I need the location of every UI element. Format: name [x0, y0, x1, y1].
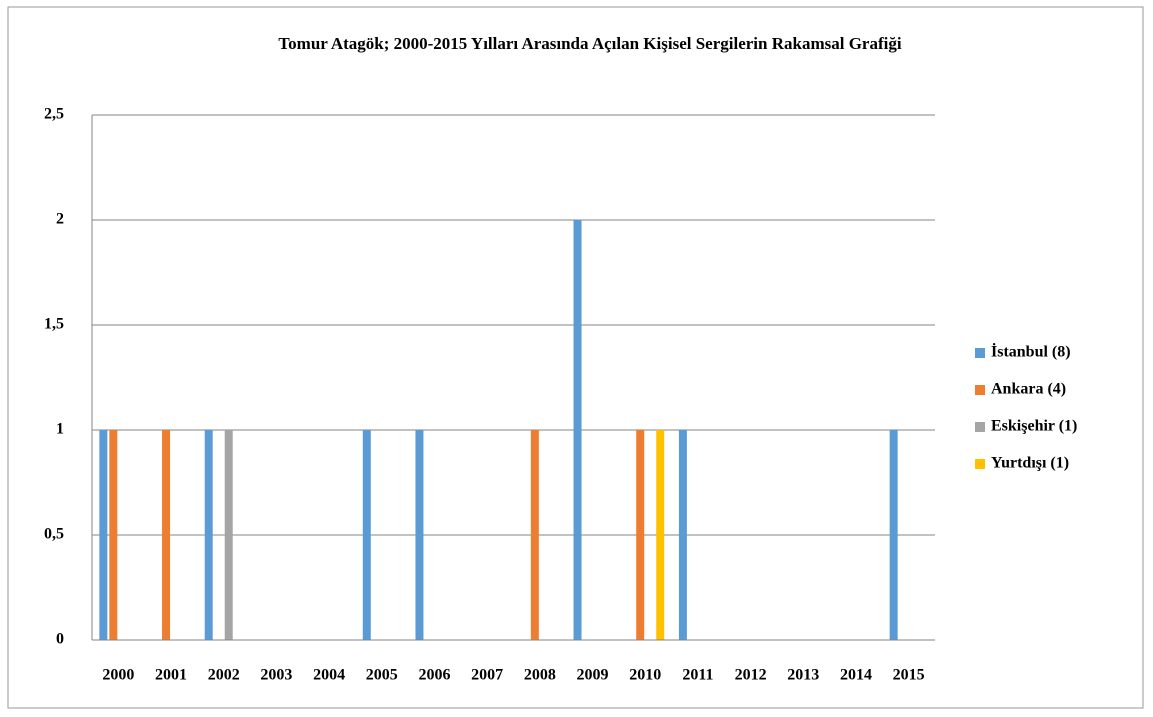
bar: [362, 430, 371, 640]
bar: [573, 220, 582, 640]
bar: [415, 430, 424, 640]
chart-title: Tomur Atagök; 2000-2015 Yılları Arasında…: [278, 34, 902, 53]
x-tick-label: 2015: [893, 667, 925, 684]
bar: [530, 430, 539, 640]
x-tick-label: 2003: [260, 667, 292, 684]
x-tick-label: 2014: [840, 667, 872, 684]
y-tick-label: 0: [56, 631, 64, 648]
bar: [889, 430, 898, 640]
legend-swatch: [975, 385, 985, 395]
bar: [678, 430, 687, 640]
x-tick-label: 2002: [208, 667, 240, 684]
x-tick-label: 2013: [787, 667, 819, 684]
x-tick-label: 2004: [313, 667, 345, 684]
legend-label: Yurtdışı (1): [991, 455, 1069, 472]
bar: [109, 430, 118, 640]
x-tick-label: 2008: [524, 667, 556, 684]
x-tick-label: 2001: [155, 667, 187, 684]
y-tick-label: 0,5: [44, 526, 64, 543]
y-tick-label: 2,5: [44, 106, 64, 123]
x-tick-label: 2011: [682, 667, 713, 684]
x-tick-label: 2009: [577, 667, 609, 684]
y-tick-label: 2: [56, 211, 64, 228]
bar: [636, 430, 645, 640]
bar: [204, 430, 213, 640]
legend-label: Eskişehir (1): [991, 418, 1077, 435]
bar: [162, 430, 171, 640]
x-tick-label: 2007: [471, 667, 503, 684]
y-tick-label: 1: [56, 421, 64, 438]
legend-swatch: [975, 422, 985, 432]
title-box: Tomur Atagök; 2000-2015 Yılları Arasında…: [278, 34, 902, 53]
legend-label: İstanbul (8): [991, 342, 1071, 361]
x-tick-label: 2010: [629, 667, 661, 684]
legend-label: Ankara (4): [991, 381, 1066, 398]
legend-swatch: [975, 348, 985, 358]
y-tick-label: 1,5: [44, 316, 64, 333]
bar: [99, 430, 108, 640]
x-tick-label: 2012: [735, 667, 767, 684]
x-tick-label: 2005: [366, 667, 398, 684]
bar: [224, 430, 233, 640]
x-tick-label: 2000: [102, 667, 134, 684]
legend-swatch: [975, 459, 985, 469]
x-tick-label: 2006: [418, 667, 450, 684]
bar: [656, 430, 665, 640]
